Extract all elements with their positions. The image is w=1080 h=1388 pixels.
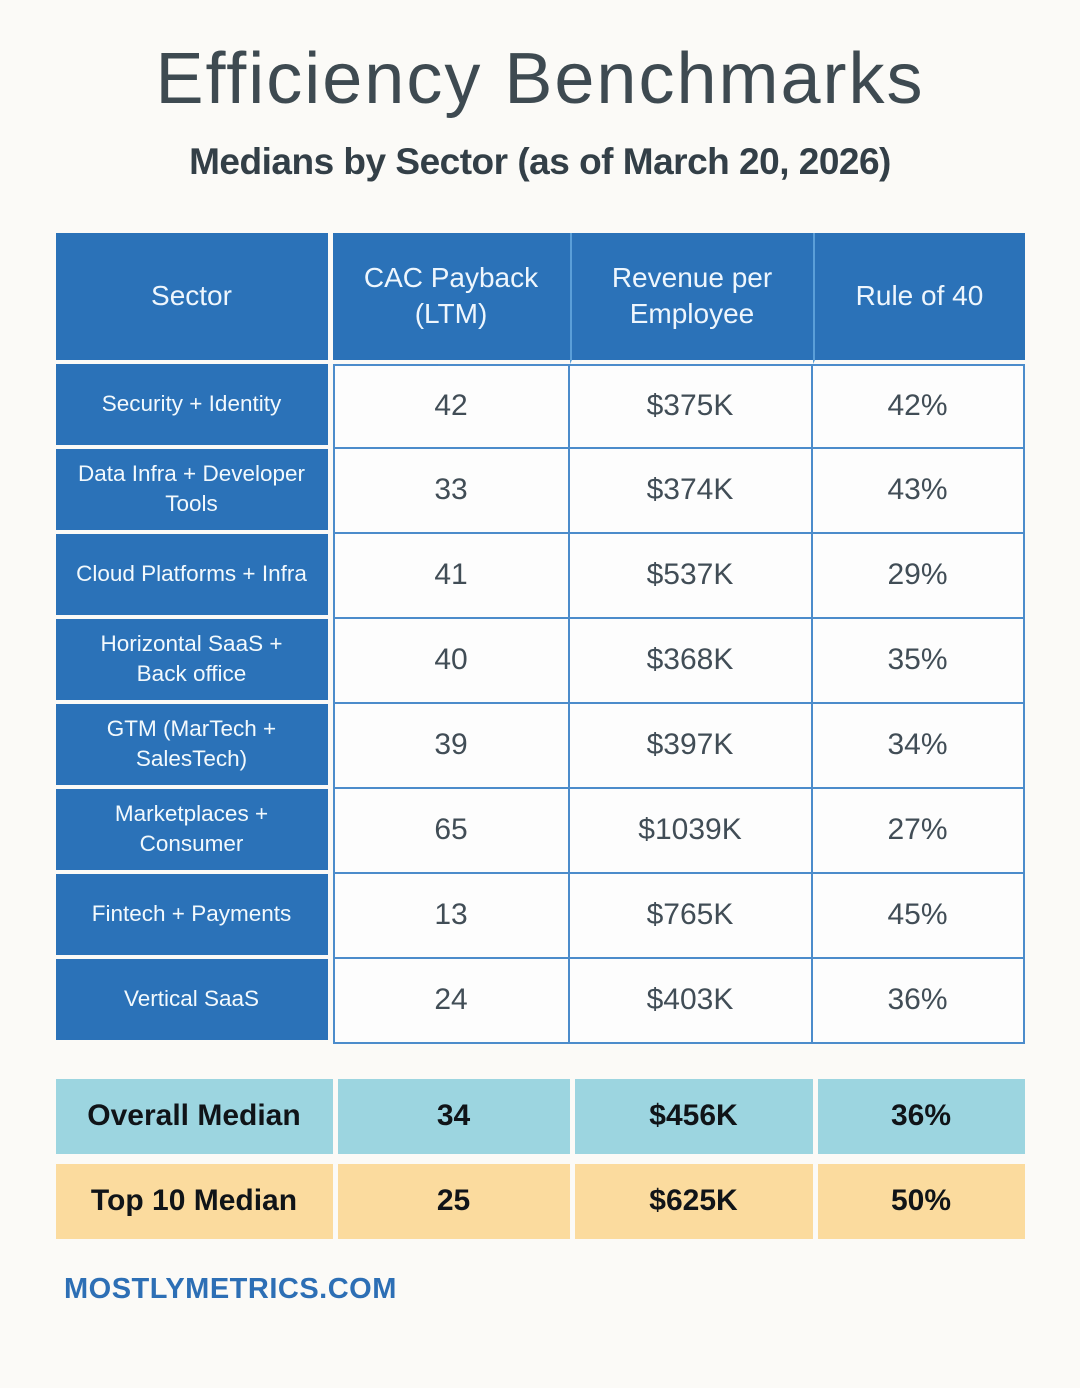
column-header-cac-payback: CAC Payback (LTM) — [332, 232, 570, 364]
cac-value: 24 — [332, 958, 570, 1044]
summary-rows: Overall Median 34 $456K 36% Top 10 Media… — [55, 1078, 1025, 1239]
cac-value: 65 — [332, 788, 570, 874]
page-title: Efficiency Benchmarks — [155, 39, 925, 119]
benchmarks-table: Sector CAC Payback (LTM) Revenue per Emp… — [55, 232, 1025, 1044]
rule40-value: 45% — [812, 873, 1025, 959]
rule40-value: 29% — [812, 533, 1025, 619]
sector-label: Cloud Platforms + Infra — [55, 533, 333, 619]
cac-value: 13 — [332, 873, 570, 959]
column-header-sector: Sector — [55, 232, 333, 364]
summary-cac-value: 34 — [332, 1078, 570, 1154]
rule40-value: 43% — [812, 448, 1025, 534]
page-subtitle: Medians by Sector (as of March 20, 2026) — [189, 140, 891, 182]
rule40-value: 42% — [812, 363, 1025, 449]
rpe-value: $765K — [569, 873, 813, 959]
rpe-value: $375K — [569, 363, 813, 449]
summary-cac-value: 25 — [332, 1163, 570, 1239]
summary-rpe-value: $456K — [569, 1078, 813, 1154]
sector-label: Security + Identity — [55, 363, 333, 449]
cac-value: 39 — [332, 703, 570, 789]
cac-value: 41 — [332, 533, 570, 619]
rpe-value: $368K — [569, 618, 813, 704]
cac-value: 40 — [332, 618, 570, 704]
rpe-value: $537K — [569, 533, 813, 619]
rpe-value: $374K — [569, 448, 813, 534]
rule40-value: 34% — [812, 703, 1025, 789]
site-url: MOSTLYMETRICS.COM — [64, 1272, 397, 1305]
overall-median-row: Overall Median 34 $456K 36% — [55, 1078, 1025, 1154]
sector-label: Data Infra + Developer Tools — [55, 448, 333, 534]
column-header-rule-of-40: Rule of 40 — [812, 232, 1025, 364]
cac-value: 42 — [332, 363, 570, 449]
cac-value: 33 — [332, 448, 570, 534]
column-header-revenue-per-employee: Revenue per Employee — [569, 232, 813, 364]
summary-rule40-value: 36% — [812, 1078, 1025, 1154]
sector-label: GTM (MarTech + SalesTech) — [55, 703, 333, 789]
sector-label: Horizontal SaaS + Back office — [55, 618, 333, 704]
top10-median-row: Top 10 Median 25 $625K 50% — [55, 1163, 1025, 1239]
sector-label: Vertical SaaS — [55, 958, 333, 1044]
sector-label: Marketplaces + Consumer — [55, 788, 333, 874]
rule40-value: 27% — [812, 788, 1025, 874]
rpe-value: $397K — [569, 703, 813, 789]
summary-rpe-value: $625K — [569, 1163, 813, 1239]
rpe-value: $403K — [569, 958, 813, 1044]
sector-label: Fintech + Payments — [55, 873, 333, 959]
rule40-value: 35% — [812, 618, 1025, 704]
summary-label: Overall Median — [55, 1078, 333, 1154]
summary-label: Top 10 Median — [55, 1163, 333, 1239]
rule40-value: 36% — [812, 958, 1025, 1044]
summary-rule40-value: 50% — [812, 1163, 1025, 1239]
rpe-value: $1039K — [569, 788, 813, 874]
